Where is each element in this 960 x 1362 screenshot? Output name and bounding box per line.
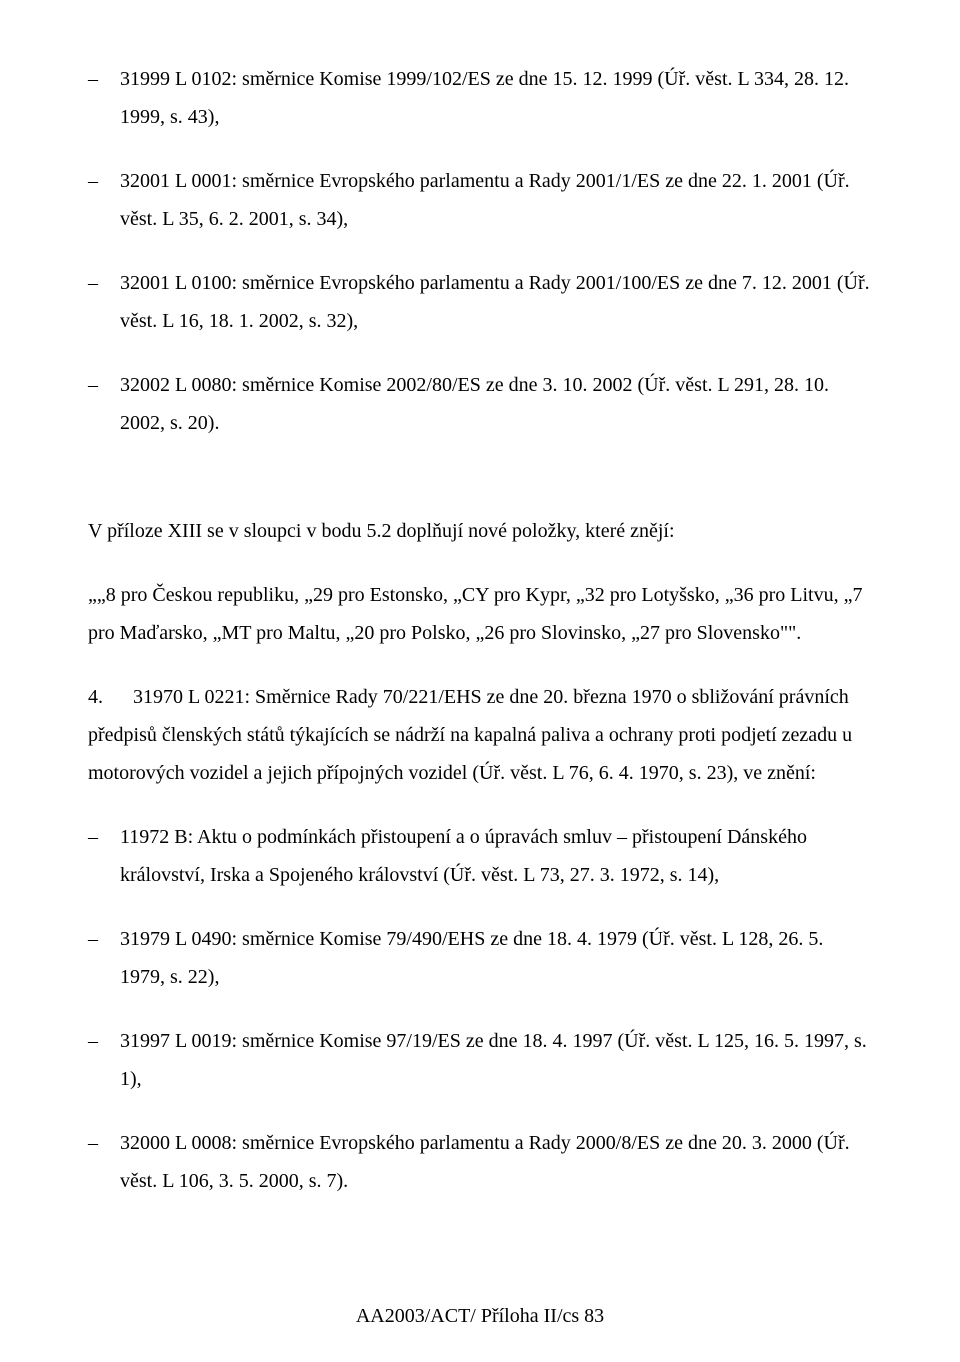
annex-quote: „„8 pro Českou republiku, „29 pro Estons…	[88, 576, 872, 652]
list-item: 32001 L 0100: směrnice Evropského parlam…	[88, 264, 872, 340]
directive-list-bottom: 11972 B: Aktu o podmínkách přistoupení a…	[88, 818, 872, 1200]
list-item: 31979 L 0490: směrnice Komise 79/490/EHS…	[88, 920, 872, 996]
page-container: 31999 L 0102: směrnice Komise 1999/102/E…	[0, 0, 960, 1362]
list-item-text: 32001 L 0001: směrnice Evropského parlam…	[120, 170, 850, 230]
directive-list-top: 31999 L 0102: směrnice Komise 1999/102/E…	[88, 60, 872, 442]
list-item-text: 32001 L 0100: směrnice Evropského parlam…	[120, 272, 870, 332]
list-item: 32000 L 0008: směrnice Evropského parlam…	[88, 1124, 872, 1200]
list-item: 31999 L 0102: směrnice Komise 1999/102/E…	[88, 60, 872, 136]
list-item-text: 31997 L 0019: směrnice Komise 97/19/ES z…	[120, 1030, 867, 1090]
paragraph-4: 4. 31970 L 0221: Směrnice Rady 70/221/EH…	[88, 678, 872, 792]
list-item: 32002 L 0080: směrnice Komise 2002/80/ES…	[88, 366, 872, 442]
list-item-text: 32002 L 0080: směrnice Komise 2002/80/ES…	[120, 374, 829, 434]
list-item: 11972 B: Aktu o podmínkách přistoupení a…	[88, 818, 872, 894]
list-item: 31997 L 0019: směrnice Komise 97/19/ES z…	[88, 1022, 872, 1098]
annex-intro: V příloze XIII se v sloupci v bodu 5.2 d…	[88, 512, 872, 550]
list-item-text: 32000 L 0008: směrnice Evropského parlam…	[120, 1132, 850, 1192]
list-item: 32001 L 0001: směrnice Evropského parlam…	[88, 162, 872, 238]
list-item-text: 31999 L 0102: směrnice Komise 1999/102/E…	[120, 68, 849, 128]
list-item-text: 11972 B: Aktu o podmínkách přistoupení a…	[120, 826, 807, 886]
list-item-text: 31979 L 0490: směrnice Komise 79/490/EHS…	[120, 928, 823, 988]
page-footer: AA2003/ACT/ Příloha II/cs 83	[0, 1305, 960, 1328]
